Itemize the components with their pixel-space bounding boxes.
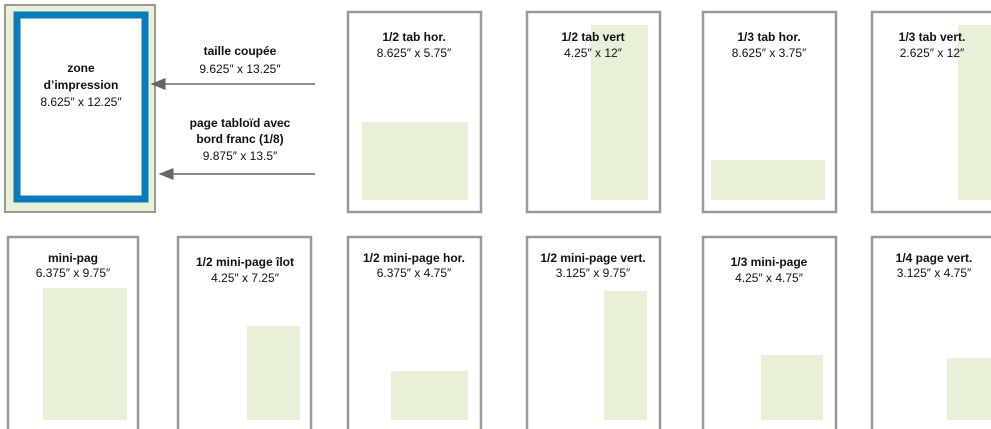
annotation-title: page tabloïd avec — [190, 116, 291, 130]
annotation-size: 9.625″ x 13.25″ — [199, 62, 281, 76]
format-title: 1/3 tab hor. — [737, 30, 800, 44]
format-title: 1/3 tab vert. — [899, 30, 966, 44]
format-size: 6.375″ x 4.75″ — [377, 266, 452, 280]
format-title: 1/2 mini-page vert. — [540, 251, 645, 265]
format-size: 8.625″ x 5.75″ — [377, 46, 452, 60]
ad-area — [362, 122, 468, 200]
annotation-title: bord franc (1/8) — [196, 132, 283, 146]
format-size: 8.625″ x 3.75″ — [732, 46, 807, 60]
ad-area — [711, 160, 825, 200]
format-title: 1/2 mini-page hor. — [363, 251, 465, 265]
format-title: mini-pag — [48, 251, 98, 265]
zone-size: 8.625″ x 12.25″ — [40, 95, 122, 109]
ad-area — [247, 326, 300, 420]
zone-title: zone — [67, 61, 95, 75]
ad-area — [947, 358, 991, 420]
format-size: 2.625″ x 12″ — [900, 46, 965, 60]
format-title: 1/2 tab hor. — [382, 30, 445, 44]
ad-area — [391, 371, 468, 420]
format-title: 1/3 mini-page — [731, 255, 808, 269]
format-size: 4.25″ x 7.25″ — [211, 271, 280, 285]
format-title: 1/2 mini-page îlot — [196, 255, 294, 269]
print-zone — [13, 11, 149, 203]
format-size: 4.25″ x 4.75″ — [735, 271, 804, 285]
format-title: 1/2 tab vert — [561, 30, 624, 44]
format-size: 6.375″ x 9.75″ — [36, 266, 111, 280]
format-size: 3.125″ x 9.75″ — [556, 266, 631, 280]
format-size: 3.125″ x 4.75″ — [897, 266, 972, 280]
ad-area — [761, 355, 823, 420]
ad-area — [958, 25, 991, 200]
annotation-size: 9.875″ x 13.5″ — [203, 149, 278, 163]
format-title: 1/4 page vert. — [896, 251, 973, 265]
format-size: 4.25″ x 12″ — [564, 46, 623, 60]
ad-area — [604, 291, 647, 420]
zone-subtitle: d’impression — [44, 78, 119, 92]
ad-area — [43, 288, 127, 420]
annotation-title: taille coupée — [204, 44, 277, 58]
ad-area — [591, 25, 648, 200]
